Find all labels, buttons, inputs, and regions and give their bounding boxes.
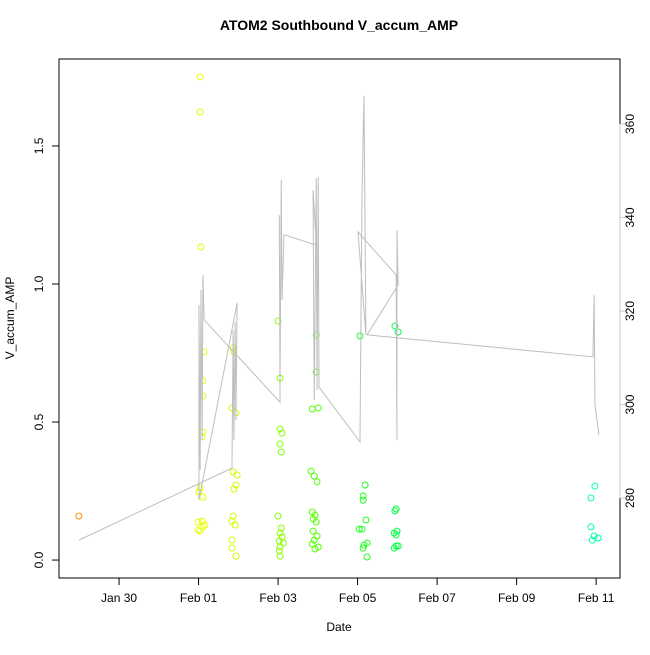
point (590, 532, 598, 540)
x-tick-label: Feb 03 (259, 591, 297, 605)
point (594, 534, 602, 542)
point (276, 552, 284, 560)
point (312, 518, 320, 526)
point (229, 512, 237, 520)
point (276, 529, 284, 537)
y2-tick-label: 300 (623, 394, 637, 414)
point (232, 552, 240, 560)
point (278, 429, 286, 437)
y-tick-label: 0.0 (32, 551, 46, 568)
point (307, 467, 315, 475)
point (358, 525, 366, 533)
point (199, 493, 207, 501)
point (75, 512, 83, 520)
point (311, 511, 319, 519)
point (356, 332, 364, 340)
point (197, 243, 205, 251)
point (308, 540, 316, 548)
point (275, 547, 283, 555)
point (588, 536, 596, 544)
y-tick-label: 1.5 (32, 137, 46, 154)
line-series (78, 95, 600, 541)
x-tick-label: Feb 07 (418, 591, 456, 605)
point (362, 516, 370, 524)
point (391, 322, 399, 330)
point (230, 485, 238, 493)
point (276, 425, 284, 433)
point (310, 536, 318, 544)
y2-tick-label: 340 (623, 207, 637, 227)
point (194, 526, 202, 534)
point (394, 328, 402, 336)
x-tick-label: Feb 09 (498, 591, 536, 605)
point (391, 507, 399, 515)
y-tick-label: 1.0 (32, 275, 46, 292)
point (232, 481, 240, 489)
point (314, 404, 322, 412)
point (276, 543, 284, 551)
point (231, 521, 239, 529)
point (309, 527, 317, 535)
point (308, 405, 316, 413)
point (361, 481, 369, 489)
point (196, 108, 204, 116)
point (228, 544, 236, 552)
point (394, 542, 402, 550)
point (392, 531, 400, 539)
point (310, 472, 318, 480)
point (359, 496, 367, 504)
chart-title: ATOM2 Southbound V_accum_AMP (220, 17, 458, 33)
point (392, 505, 400, 513)
x-tick-label: Feb 05 (339, 591, 377, 605)
point (591, 482, 599, 490)
point (359, 492, 367, 500)
x-tick-label: Jan 30 (101, 591, 137, 605)
x-tick-label: Feb 01 (180, 591, 218, 605)
point (229, 468, 237, 476)
point (587, 494, 595, 502)
point (587, 523, 595, 531)
point (200, 348, 208, 356)
point (390, 529, 398, 537)
point (392, 542, 400, 550)
y2-tick-label: 360 (623, 114, 637, 134)
point (277, 524, 285, 532)
y-tick-label: 0.5 (32, 413, 46, 430)
point (233, 471, 241, 479)
point (274, 317, 282, 325)
y-axis-label: V_accum_AMP (3, 277, 17, 360)
y2-tick-label: 280 (623, 488, 637, 508)
point (276, 440, 284, 448)
point (228, 536, 236, 544)
plot-frame (58, 58, 621, 579)
point (277, 448, 285, 456)
point (359, 544, 367, 552)
point (363, 539, 371, 547)
point (196, 73, 204, 81)
point (196, 484, 204, 492)
point (363, 553, 371, 561)
point (313, 478, 321, 486)
point (194, 518, 202, 526)
point (390, 544, 398, 552)
y2-tick-label: 320 (623, 301, 637, 321)
point (355, 525, 363, 533)
x-tick-label: Feb 11 (578, 591, 615, 605)
point (274, 512, 282, 520)
point (201, 521, 209, 529)
x-axis-label: Date (326, 620, 352, 634)
